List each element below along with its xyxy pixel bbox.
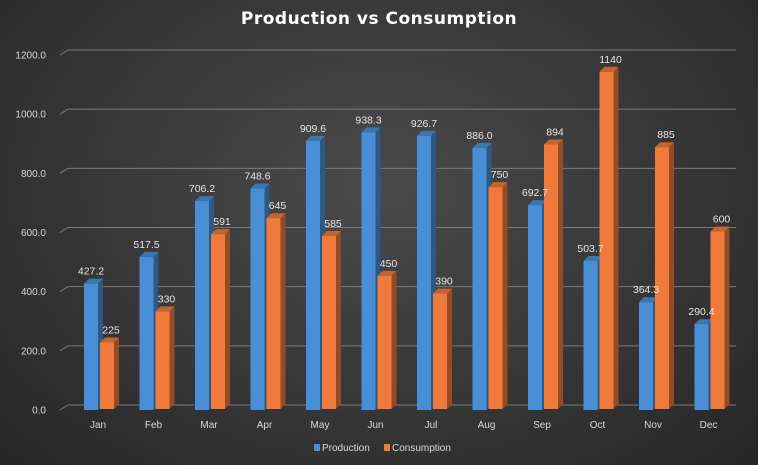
y-tick-label: 800.0 <box>21 169 46 180</box>
data-label-production: 503.7 <box>577 243 603 255</box>
data-label-consumption: 600 <box>713 214 731 226</box>
x-tick-label: Jun <box>367 420 383 431</box>
y-tick-label: 200.0 <box>21 346 46 357</box>
data-label-consumption: 645 <box>269 200 287 212</box>
x-tick-label: Jul <box>425 420 438 431</box>
bar-production-feb <box>139 251 159 410</box>
data-label-production: 427.2 <box>78 266 104 278</box>
data-label-consumption: 330 <box>158 293 176 305</box>
bar-consumption-dec <box>710 226 730 409</box>
bar-consumption-may <box>322 230 341 409</box>
x-tick-label: Apr <box>257 420 273 431</box>
data-label-consumption: 585 <box>324 218 342 230</box>
y-tick-label: 400.0 <box>21 287 46 298</box>
data-label-consumption: 450 <box>380 258 398 270</box>
legend-item-consumption: Consumption <box>384 443 451 454</box>
data-label-production: 364.3 <box>633 284 659 296</box>
x-tick-label: Sep <box>533 420 551 431</box>
data-label-consumption: 591 <box>213 216 231 228</box>
bar-consumption-aug <box>488 182 508 409</box>
gridline-slant <box>59 404 69 411</box>
x-tick-label: Aug <box>478 420 496 431</box>
x-tick-label: Nov <box>644 420 662 431</box>
bar-production-jun <box>361 127 381 410</box>
data-label-production: 926.7 <box>411 118 437 130</box>
x-tick-label: Jan <box>90 420 106 431</box>
bar-consumption-oct <box>599 66 619 409</box>
legend-swatch <box>314 444 320 451</box>
bars <box>84 66 730 410</box>
bar-consumption-nov <box>655 142 674 409</box>
gridline-slant <box>59 167 69 174</box>
data-label-consumption: 390 <box>435 276 453 288</box>
y-tick-label: 1000.0 <box>15 110 46 121</box>
data-label-production: 517.5 <box>133 239 159 251</box>
bar-consumption-mar <box>211 229 230 409</box>
data-label-consumption: 1140 <box>599 54 622 66</box>
x-tick-label: May <box>311 420 330 431</box>
bar-consumption-feb <box>155 306 175 409</box>
data-label-consumption: 885 <box>657 129 675 141</box>
gridline-slant <box>59 345 69 352</box>
bar-consumption-apr <box>266 213 286 409</box>
data-label-production: 909.6 <box>300 123 326 135</box>
gridline-slant <box>59 227 69 233</box>
gridline-slant <box>59 286 69 293</box>
data-label-consumption: 894 <box>546 127 564 139</box>
y-tick-label: 0.0 <box>32 406 46 417</box>
x-axis-categories: Jan Feb Mar Apr May Jun Jul Aug Sep Oct Nov Dec <box>90 420 717 431</box>
x-tick-label: Dec <box>700 420 718 431</box>
data-label-consumption: 750 <box>491 169 509 181</box>
y-tick-label: 1200.0 <box>15 51 46 62</box>
legend-label: Consumption <box>392 443 451 454</box>
data-label-production: 706.2 <box>189 183 215 195</box>
data-label-consumption: 225 <box>102 324 120 336</box>
bar-consumption-jan <box>100 337 119 409</box>
y-axis-ticks: 0.0 200.0 400.0 600.0 800.0 1000.0 1200.0 <box>15 51 46 417</box>
gridlines <box>59 49 736 411</box>
data-label-production: 886.0 <box>466 130 492 142</box>
data-label-production: 748.6 <box>244 171 270 183</box>
gridline-slant <box>59 108 69 115</box>
x-tick-label: Feb <box>145 420 163 431</box>
data-label-production: 692.7 <box>522 187 548 199</box>
data-labels: 427.2 225 517.5 330 706.2 591 748.6 645 909.6 585… <box>78 54 731 337</box>
chart-title: Production vs Consumption <box>241 9 517 29</box>
data-label-production: 290.4 <box>688 306 714 318</box>
legend-item-production: Production <box>314 443 370 454</box>
bar-consumption-sep <box>544 139 563 409</box>
data-label-production: 938.3 <box>355 114 381 126</box>
bar-consumption-jul <box>433 288 452 409</box>
legend-swatch <box>384 444 390 451</box>
x-tick-label: Mar <box>200 420 218 431</box>
legend-label: Production <box>322 443 370 454</box>
y-tick-label: 600.0 <box>21 228 46 239</box>
bar-consumption-jun <box>377 270 397 409</box>
x-tick-label: Oct <box>590 420 606 431</box>
legend: Production Consumption <box>314 443 451 454</box>
gridline-slant <box>59 49 69 56</box>
